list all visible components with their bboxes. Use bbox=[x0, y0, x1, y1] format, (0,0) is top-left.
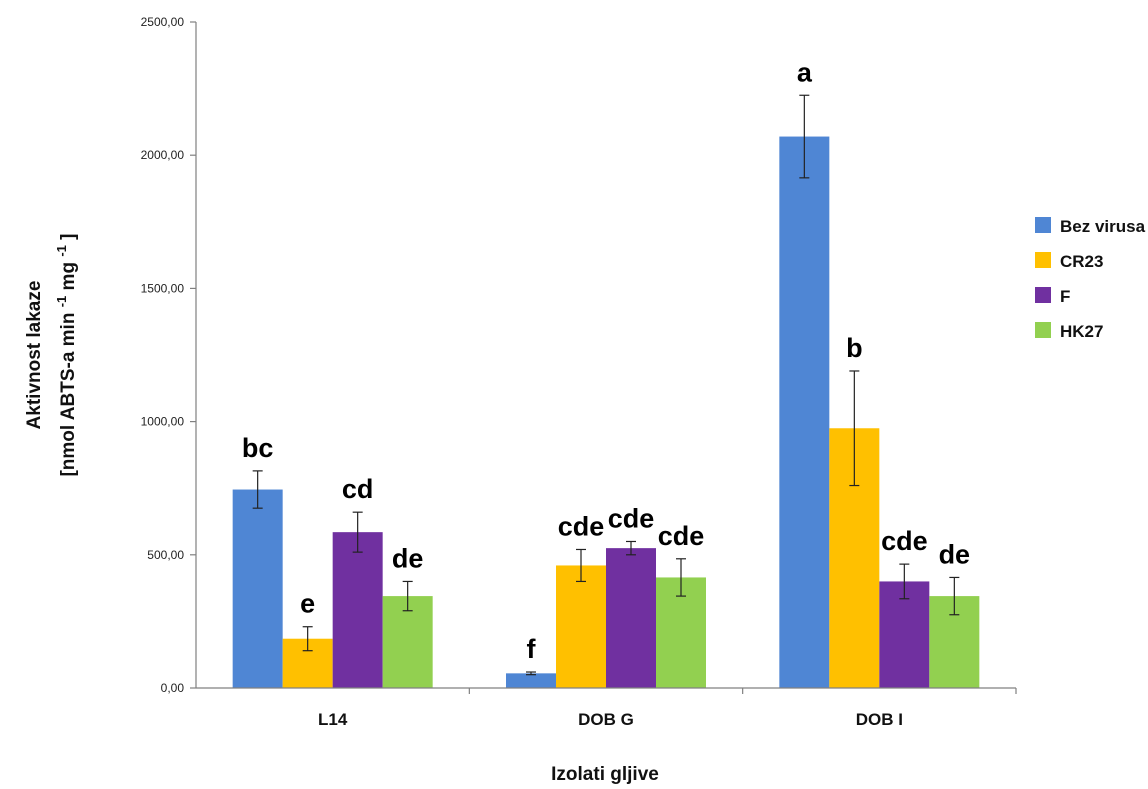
legend-label: F bbox=[1060, 287, 1070, 306]
y-axis-title-line2: [nmol ABTS-a min -1 mg -1 ] bbox=[54, 233, 79, 476]
significance-label: cde bbox=[558, 511, 605, 541]
x-axis-title: Izolati gljive bbox=[551, 764, 659, 785]
bar bbox=[556, 565, 606, 688]
significance-label: de bbox=[392, 543, 424, 573]
legend-label: Bez virusa bbox=[1060, 217, 1146, 236]
y-axis-ticks: 0,00 500,00 1000,00 1500,00 2000,00 2500,00 bbox=[141, 15, 196, 695]
y-tick-label: 1500,00 bbox=[141, 281, 185, 295]
significance-label: de bbox=[939, 539, 971, 569]
significance-label: cde bbox=[658, 521, 705, 551]
significance-label: cde bbox=[608, 503, 655, 533]
x-axis-ticks: L14 DOB G DOB I bbox=[318, 688, 1017, 729]
x-tick-label: DOB I bbox=[856, 710, 903, 729]
bar bbox=[232, 489, 283, 688]
significance-label: cde bbox=[881, 526, 928, 556]
legend-label: HK27 bbox=[1060, 322, 1103, 341]
y-axis-title-line1: Aktivnost lakaze bbox=[24, 281, 45, 430]
significance-label: e bbox=[300, 589, 315, 619]
significance-label: bc bbox=[242, 433, 274, 463]
significance-label: b bbox=[846, 333, 863, 363]
x-tick-label: L14 bbox=[318, 710, 348, 729]
y-tick-label: 0,00 bbox=[161, 681, 185, 695]
x-tick-label: DOB G bbox=[578, 710, 634, 729]
y-tick-label: 500,00 bbox=[147, 548, 184, 562]
legend-swatch bbox=[1035, 287, 1051, 303]
bar bbox=[382, 596, 433, 688]
significance-label: a bbox=[797, 57, 813, 87]
legend-swatch bbox=[1035, 217, 1051, 233]
legend-swatch bbox=[1035, 252, 1051, 268]
axes bbox=[195, 22, 1016, 689]
legend: Bez virusa CR23 F HK27 bbox=[1035, 217, 1146, 341]
bar bbox=[506, 673, 556, 688]
significance-label: cd bbox=[342, 474, 374, 504]
legend-swatch bbox=[1035, 322, 1051, 338]
y-axis-title: Aktivnost lakaze [nmol ABTS-a min -1 mg … bbox=[24, 233, 79, 476]
legend-label: CR23 bbox=[1060, 252, 1103, 271]
bar bbox=[606, 548, 656, 688]
y-tick-label: 1000,00 bbox=[141, 415, 185, 429]
y-tick-label: 2000,00 bbox=[141, 148, 185, 162]
y-tick-label: 2500,00 bbox=[141, 15, 185, 29]
bar bbox=[332, 532, 383, 688]
bar bbox=[779, 136, 830, 688]
significance-label: f bbox=[527, 634, 537, 664]
